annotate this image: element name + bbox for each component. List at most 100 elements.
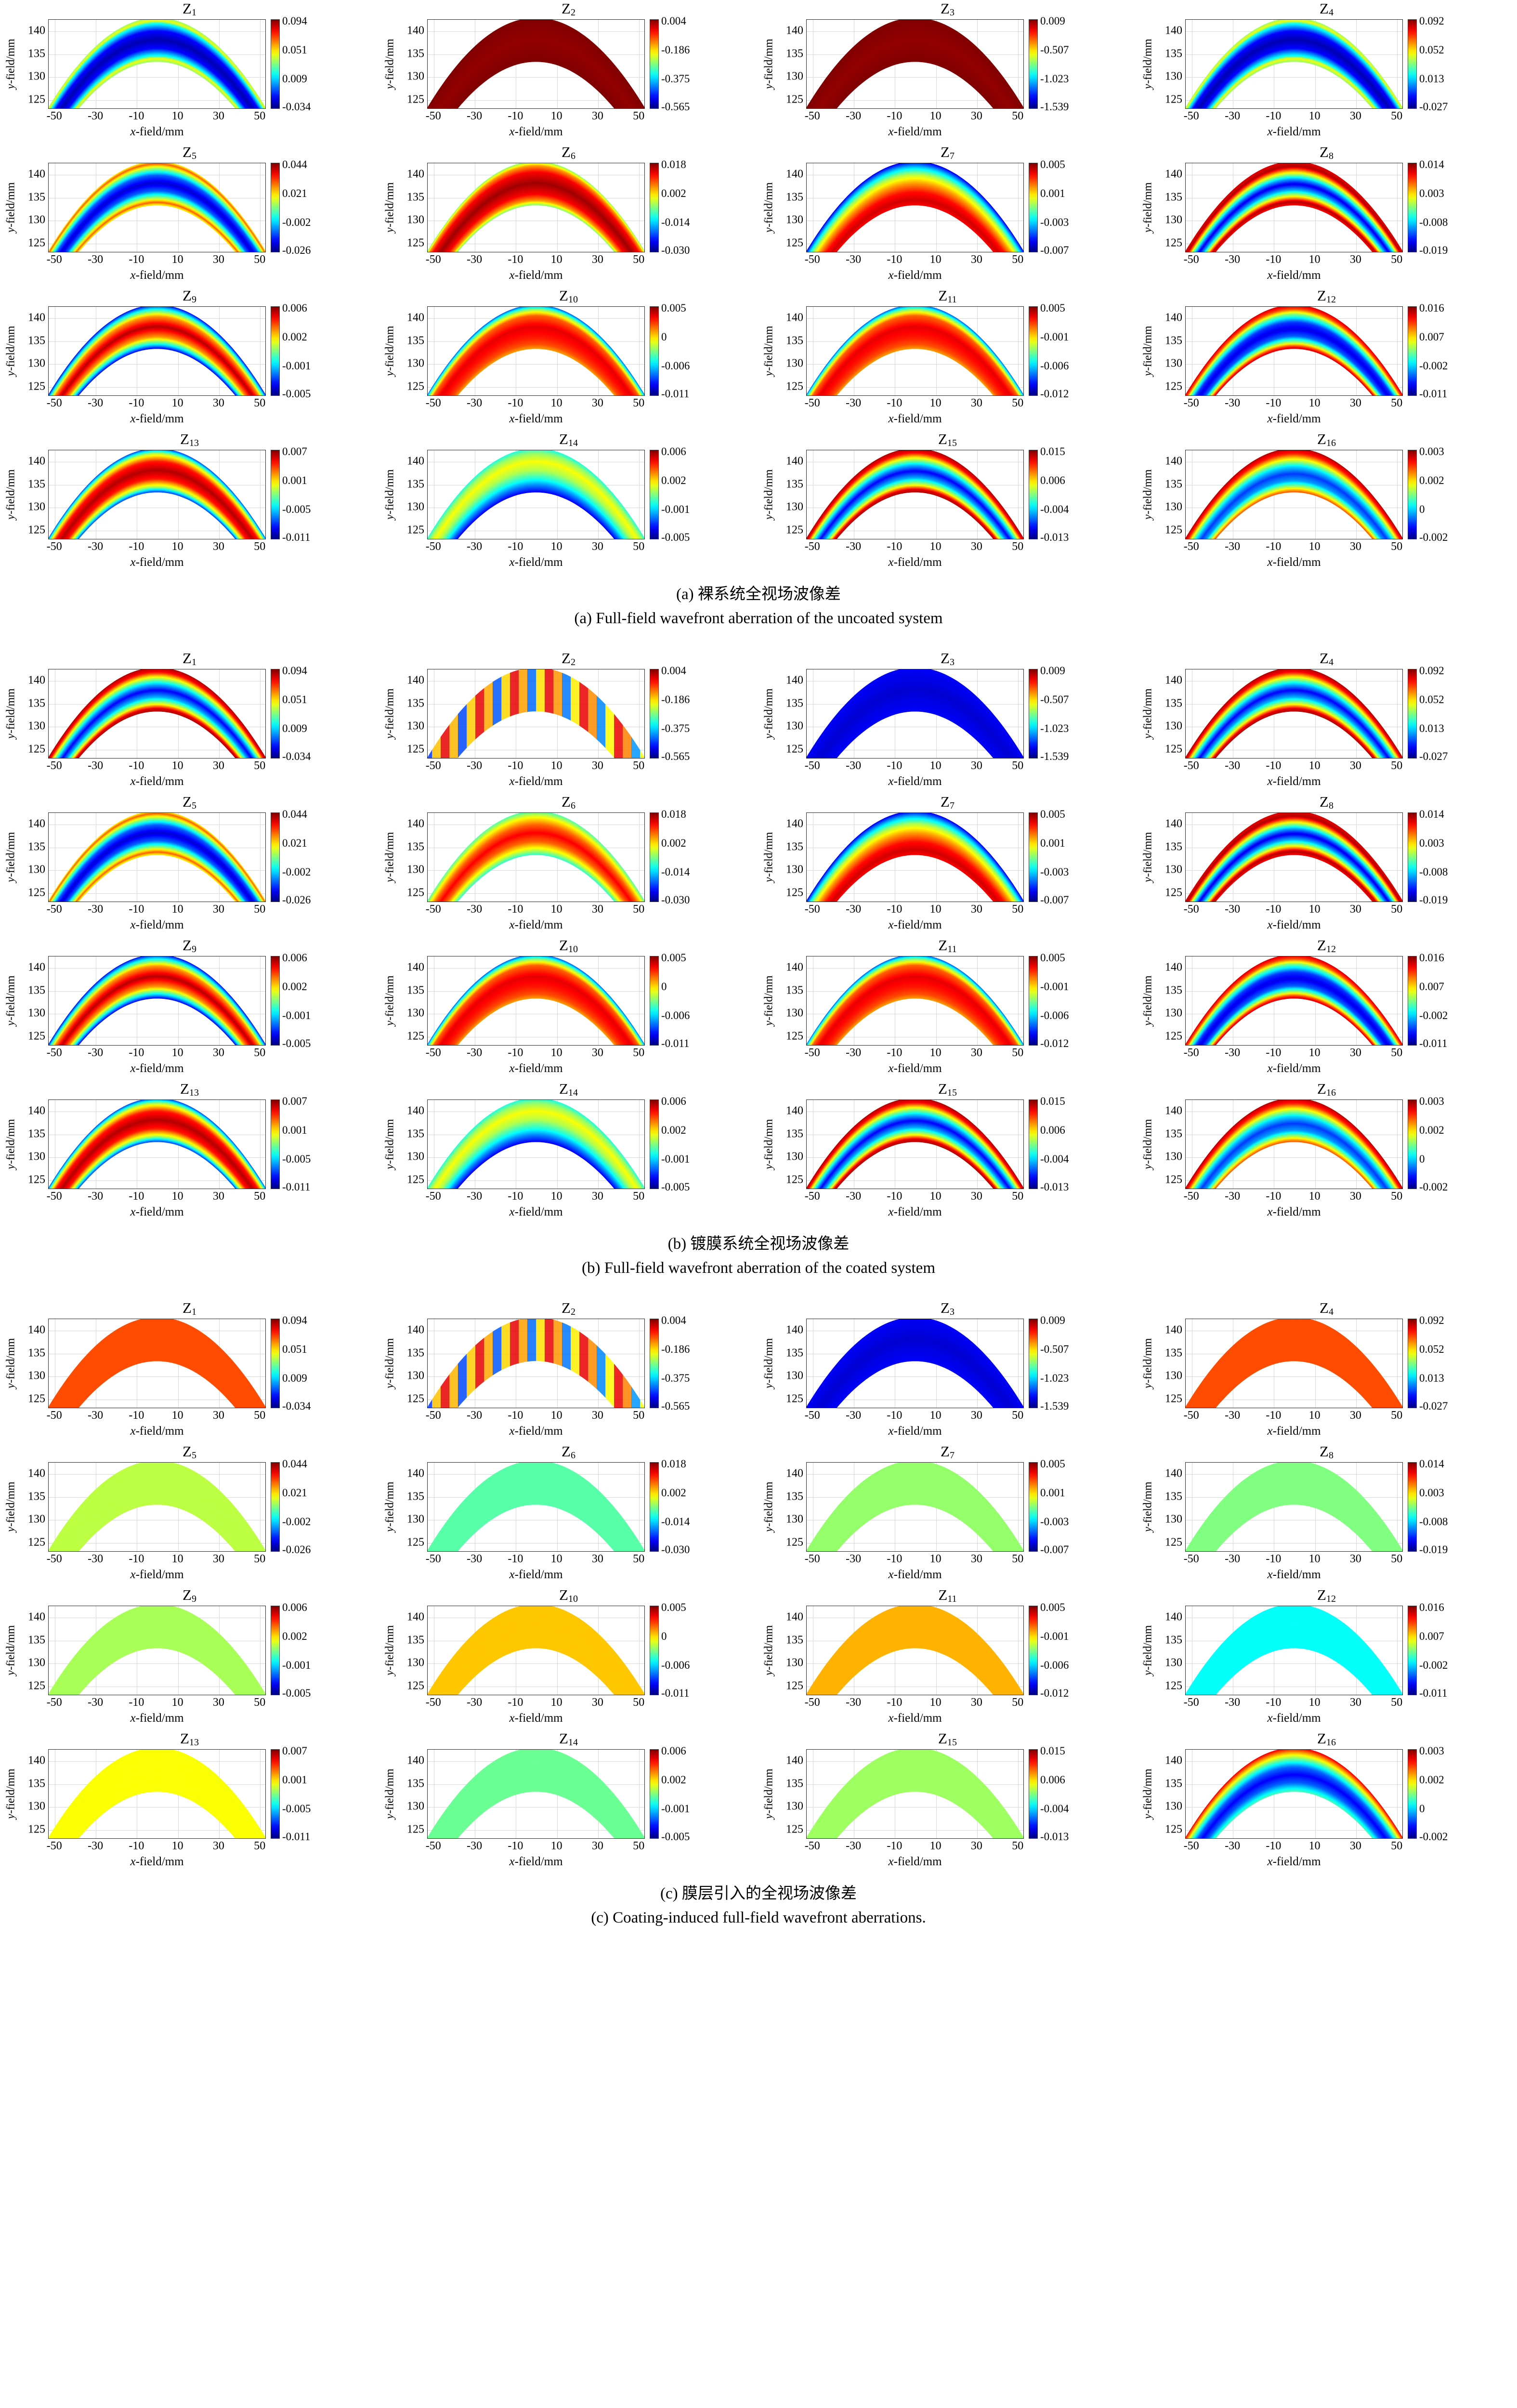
panel-b-z13: Z13 y -field/mm 125 130 135 140 0.007 0.001 -0.00…	[0, 1080, 379, 1224]
colorbar-tick-label: -0.011	[661, 1687, 690, 1700]
colorbar-ticks: 0.094 0.051 0.009 -0.034	[280, 19, 326, 109]
plot-area	[427, 812, 645, 902]
colorbar-tick-label: 0.001	[282, 1774, 307, 1786]
x-tick-label: -50	[805, 759, 820, 772]
x-tick-label: -10	[508, 110, 523, 123]
y-tick-label: 135	[28, 1127, 45, 1140]
y-tick-label: 135	[28, 334, 45, 347]
x-tick-label: -30	[1225, 759, 1240, 772]
x-axis-ticks: -50 -30 -10 10 30 50	[427, 109, 645, 125]
panel-c-z14: Z14 y -field/mm 125 130 135 140 0.006 0.002 -0.00…	[379, 1730, 758, 1873]
x-tick-label: 10	[1309, 903, 1321, 916]
colorbar-tick-label: -0.011	[282, 1181, 311, 1193]
plot-area	[806, 1749, 1024, 1839]
x-axis-label: x-field/mm	[48, 556, 266, 571]
y-tick-label: 135	[1165, 984, 1182, 997]
y-tick-label: 140	[786, 24, 803, 37]
panel-c-z16: Z16 y -field/mm 125 130 135 140 0.003 0.002 0 -0.0…	[1137, 1730, 1516, 1873]
colorbar-tick-label: 0.006	[661, 1745, 686, 1757]
y-axis-ticks: 125 130 135 140	[776, 812, 806, 902]
y-tick-label: 140	[407, 674, 424, 687]
colorbar-tick-label: 0	[661, 981, 667, 993]
panel-a-z7: Z7 y -field/mm 125 130 135 140 0.005 0.001 -0.003…	[758, 144, 1137, 287]
x-tick-label: 10	[1309, 1840, 1321, 1853]
x-axis-label: x-field/mm	[427, 1062, 645, 1077]
y-tick-label: 130	[786, 720, 803, 733]
colorbar-tick-label: -0.002	[282, 216, 311, 229]
x-tick-label: 30	[213, 1840, 224, 1853]
y-tick-label: 135	[407, 840, 424, 853]
y-axis-ticks: 125 130 135 140	[18, 956, 48, 1046]
wavefront-heatmap-surface	[427, 1099, 645, 1189]
x-tick-label: 50	[1391, 397, 1402, 410]
x-axis-label: x-field/mm	[427, 1205, 645, 1221]
colorbar-tick-label: -1.539	[1040, 750, 1069, 763]
y-axis-ticks: 125 130 135 140	[397, 1749, 427, 1839]
colorbar-tick-label: -0.008	[1419, 866, 1448, 878]
plot-area	[806, 812, 1024, 902]
figure-wavefront-aberration-panels: Z1 y -field/mm 125 130 135 140 0.094 0.051 0.009-…	[0, 0, 1517, 1935]
colorbar	[1029, 1319, 1038, 1408]
y-tick-label: 140	[1165, 455, 1182, 468]
x-axis-ticks: -50 -30 -10 10 30 50	[1185, 759, 1403, 775]
panel-c-z9: Z9 y -field/mm 125 130 135 140 0.006 0.002 -0.001…	[0, 1586, 379, 1730]
y-axis-ticks: 125 130 135 140	[18, 163, 48, 252]
y-axis-ticks: 125 130 135 140	[397, 19, 427, 109]
x-tick-label: 50	[254, 110, 265, 123]
y-tick-label: 140	[28, 1754, 45, 1767]
panel-a-z4: Z4 y -field/mm 125 130 135 140 0.092 0.052 0.013-…	[1137, 0, 1516, 144]
x-axis-label: x-field/mm	[427, 1855, 645, 1871]
x-tick-label: 10	[930, 1840, 942, 1853]
colorbar-tick-label: -0.565	[661, 750, 690, 763]
x-tick-label: -30	[846, 1047, 861, 1060]
y-tick-label: 125	[407, 523, 424, 537]
y-tick-label: 130	[28, 1370, 45, 1383]
plot-area	[806, 1462, 1024, 1552]
x-axis-ticks: -50 -30 -10 10 30 50	[48, 396, 266, 412]
plot-area	[1185, 163, 1403, 252]
x-tick-label: 10	[551, 110, 562, 123]
x-axis-label: x-field/mm	[806, 1205, 1024, 1221]
colorbar-ticks: 0.044 0.021 -0.002 -0.026	[280, 812, 326, 902]
y-tick-label: 125	[1165, 743, 1182, 756]
colorbar	[271, 1099, 280, 1189]
x-axis-label: x-field/mm	[1185, 1712, 1403, 1727]
x-tick-label: -50	[426, 397, 441, 410]
colorbar-ticks: 0.016 0.007 -0.002 -0.011	[1417, 1606, 1463, 1695]
x-tick-label: 30	[213, 110, 224, 123]
y-tick-label: 130	[786, 357, 803, 370]
x-tick-label: -50	[1184, 110, 1199, 123]
colorbar-tick-label: 0.005	[1040, 1458, 1065, 1470]
colorbar	[650, 1749, 659, 1839]
x-tick-label: 50	[633, 759, 644, 772]
x-tick-label: 30	[213, 903, 224, 916]
colorbar-tick-label: 0.009	[282, 1372, 307, 1385]
colorbar-tick-label: -0.002	[1419, 1831, 1448, 1843]
y-tick-label: 130	[28, 1007, 45, 1020]
y-tick-label: 125	[1165, 1030, 1182, 1043]
colorbar	[1408, 1099, 1417, 1189]
x-tick-label: -50	[805, 540, 820, 553]
panel-a-z13: Z13 y -field/mm 125 130 135 140 0.007 0.001 -0.00…	[0, 431, 379, 574]
panel-title: Z9	[0, 1587, 379, 1606]
y-tick-label: 130	[28, 864, 45, 877]
x-tick-label: -50	[47, 1696, 62, 1709]
wavefront-heatmap-surface	[1185, 956, 1403, 1046]
wavefront-heatmap-surface	[1185, 1319, 1403, 1408]
x-tick-label: -50	[426, 759, 441, 772]
y-tick-label: 140	[1165, 1610, 1182, 1623]
x-axis-label: x-field/mm	[48, 918, 266, 934]
panel-a-z5: Z5 y -field/mm 125 130 135 140 0.044 0.021 -0.002…	[0, 144, 379, 287]
colorbar-tick-label: 0	[661, 331, 667, 343]
x-axis-label: x-field/mm	[48, 1568, 266, 1584]
y-tick-label: 130	[28, 214, 45, 227]
x-tick-label: 10	[172, 1840, 183, 1853]
y-axis-label: y -field/mm	[1141, 19, 1155, 109]
plot-area	[48, 19, 266, 109]
x-axis-label: x-field/mm	[48, 412, 266, 428]
plot-area	[427, 669, 645, 759]
y-tick-label: 135	[1165, 334, 1182, 347]
colorbar-tick-label: 0.009	[1040, 665, 1065, 677]
x-tick-label: -50	[426, 540, 441, 553]
y-tick-label: 140	[407, 961, 424, 974]
